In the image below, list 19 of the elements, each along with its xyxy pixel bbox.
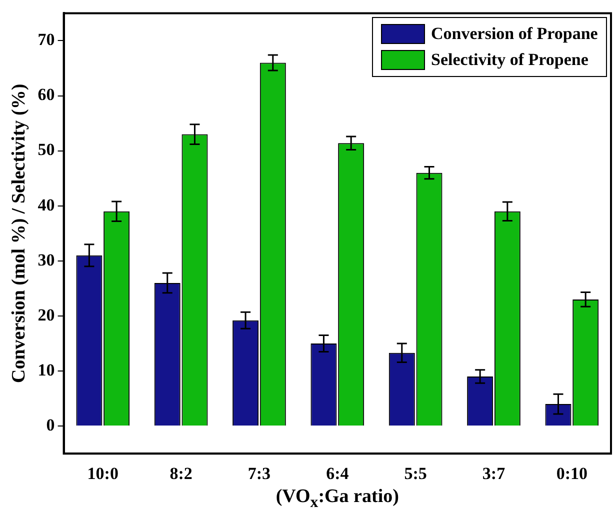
y-tick-label: 40 (38, 195, 55, 214)
y-tick-label: 20 (38, 305, 55, 324)
x-tick-label: 8:2 (170, 464, 192, 484)
y-tick-label: 10 (38, 360, 55, 380)
y-tick-label: 70 (38, 30, 55, 50)
legend-label: Conversion of Propane (431, 24, 598, 44)
x-tick-label: 3:7 (482, 464, 506, 484)
x-tick-label: 6:4 (326, 464, 350, 484)
y-tick-label: 50 (38, 140, 55, 160)
y-axis-title: Conversion (mol %) / Selectivity (%) (8, 84, 30, 383)
x-tick-label: 5:5 (404, 464, 427, 484)
y-tick-label: 30 (38, 250, 55, 270)
x-axis-title: (VO$_{x}$:Ga ratio) (274, 486, 400, 512)
x-tick-label: 0:10 (556, 464, 588, 484)
y-tick-label: 0 (46, 415, 55, 434)
x-tick-label: 10:0 (87, 464, 118, 484)
x-tick-label: 7:3 (248, 464, 271, 484)
legend-label: Selectivity of Propene (431, 50, 588, 70)
y-tick-label: 60 (38, 85, 55, 104)
